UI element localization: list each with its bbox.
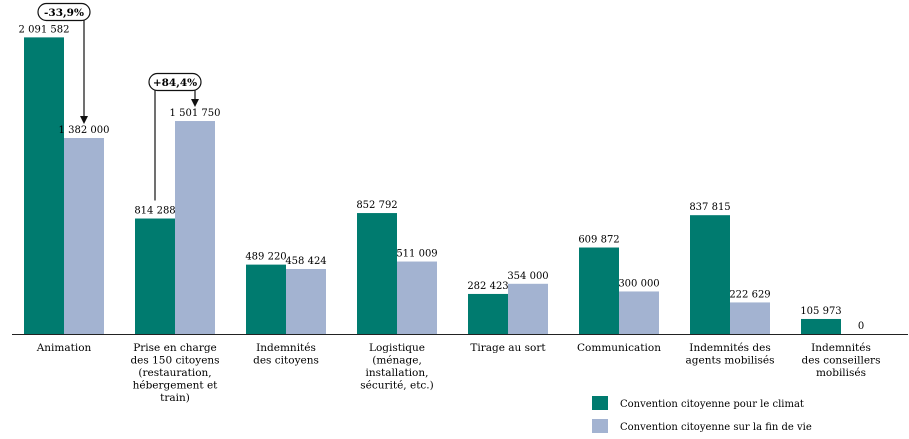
category-label-4-line-0: Tirage au sort <box>470 342 546 354</box>
value-label-climat-2: 489 220 <box>245 252 286 263</box>
category-label-3-line-2: installation, <box>366 367 429 379</box>
value-label-fin-de-vie-7: 0 <box>858 321 864 332</box>
value-label-fin-de-vie-5: 300 000 <box>618 278 659 289</box>
category-label-7-line-0: Indemnités <box>811 342 871 354</box>
legend-swatch-climat <box>592 396 608 410</box>
bar-fin-de-vie-4 <box>508 283 548 334</box>
bar-fin-de-vie-3 <box>397 261 437 334</box>
value-label-climat-7: 105 973 <box>800 306 841 317</box>
bar-climat-7 <box>801 318 841 334</box>
annotation-connector-1 <box>149 81 156 201</box>
bar-climat-3 <box>357 213 397 334</box>
bar-fin-de-vie-5 <box>619 291 659 334</box>
category-label-2-line-0: Indemnités <box>256 342 316 354</box>
bar-climat-1 <box>135 218 175 334</box>
bar-fin-de-vie-6 <box>730 302 770 334</box>
value-label-climat-0: 2 091 582 <box>19 24 70 35</box>
value-label-climat-5: 609 872 <box>578 235 619 246</box>
category-label-3-line-3: sécurité, etc.) <box>360 380 433 392</box>
annotation-pill-1 <box>148 72 202 92</box>
legend-swatch-fin-de-vie <box>592 419 608 433</box>
annotation-arrow-0 <box>80 11 90 125</box>
bar-climat-6 <box>690 215 730 334</box>
annotation-pill-0 <box>37 2 91 22</box>
bar-fin-de-vie-2 <box>286 268 326 334</box>
bar-fin-de-vie-1 <box>175 121 215 335</box>
category-label-0-line-0: Animation <box>36 342 92 354</box>
category-label-1-line-4: train) <box>160 392 190 404</box>
value-label-fin-de-vie-1: 1 501 750 <box>170 108 221 119</box>
category-label-5-line-0: Communication <box>577 342 661 354</box>
category-label-3-line-1: (ménage, <box>372 355 422 367</box>
value-label-climat-3: 852 792 <box>356 200 397 211</box>
bar-climat-2 <box>246 264 286 334</box>
legend-label-fin-de-vie: Convention citoyenne sur la fin de vie <box>620 422 812 433</box>
bar-fin-de-vie-0 <box>64 138 104 334</box>
value-label-climat-4: 282 423 <box>467 281 508 292</box>
bar-climat-5 <box>579 247 619 334</box>
category-label-6-line-0: Indemnités des <box>689 342 770 354</box>
value-label-fin-de-vie-0: 1 382 000 <box>59 125 110 136</box>
category-label-6-line-1: agents mobilisés <box>686 355 775 367</box>
category-label-1-line-3: hébergement et <box>133 380 219 392</box>
value-label-fin-de-vie-3: 511 009 <box>396 249 437 260</box>
category-label-7-line-2: mobilisés <box>816 367 866 379</box>
value-label-climat-6: 837 815 <box>689 202 730 213</box>
value-label-fin-de-vie-6: 222 629 <box>729 289 770 300</box>
value-label-fin-de-vie-2: 458 424 <box>285 256 326 267</box>
category-label-1-line-1: des 150 citoyens <box>130 355 219 367</box>
value-label-fin-de-vie-4: 354 000 <box>507 271 548 282</box>
annotation-label-0: -33,9% <box>44 7 84 19</box>
bar-climat-4 <box>468 293 508 334</box>
value-label-climat-1: 814 288 <box>134 206 175 217</box>
category-label-2-line-1: des citoyens <box>253 355 319 367</box>
category-label-1-line-0: Prise en charge <box>133 342 217 354</box>
annotation-label-1: +84,4% <box>153 77 197 89</box>
category-label-3-line-0: Logistique <box>369 342 425 354</box>
bar-climat-0 <box>24 37 64 335</box>
category-label-1-line-2: (restauration, <box>138 367 211 379</box>
legend-label-climat: Convention citoyenne pour le climat <box>620 399 804 410</box>
category-label-7-line-1: des conseillers <box>802 355 881 367</box>
